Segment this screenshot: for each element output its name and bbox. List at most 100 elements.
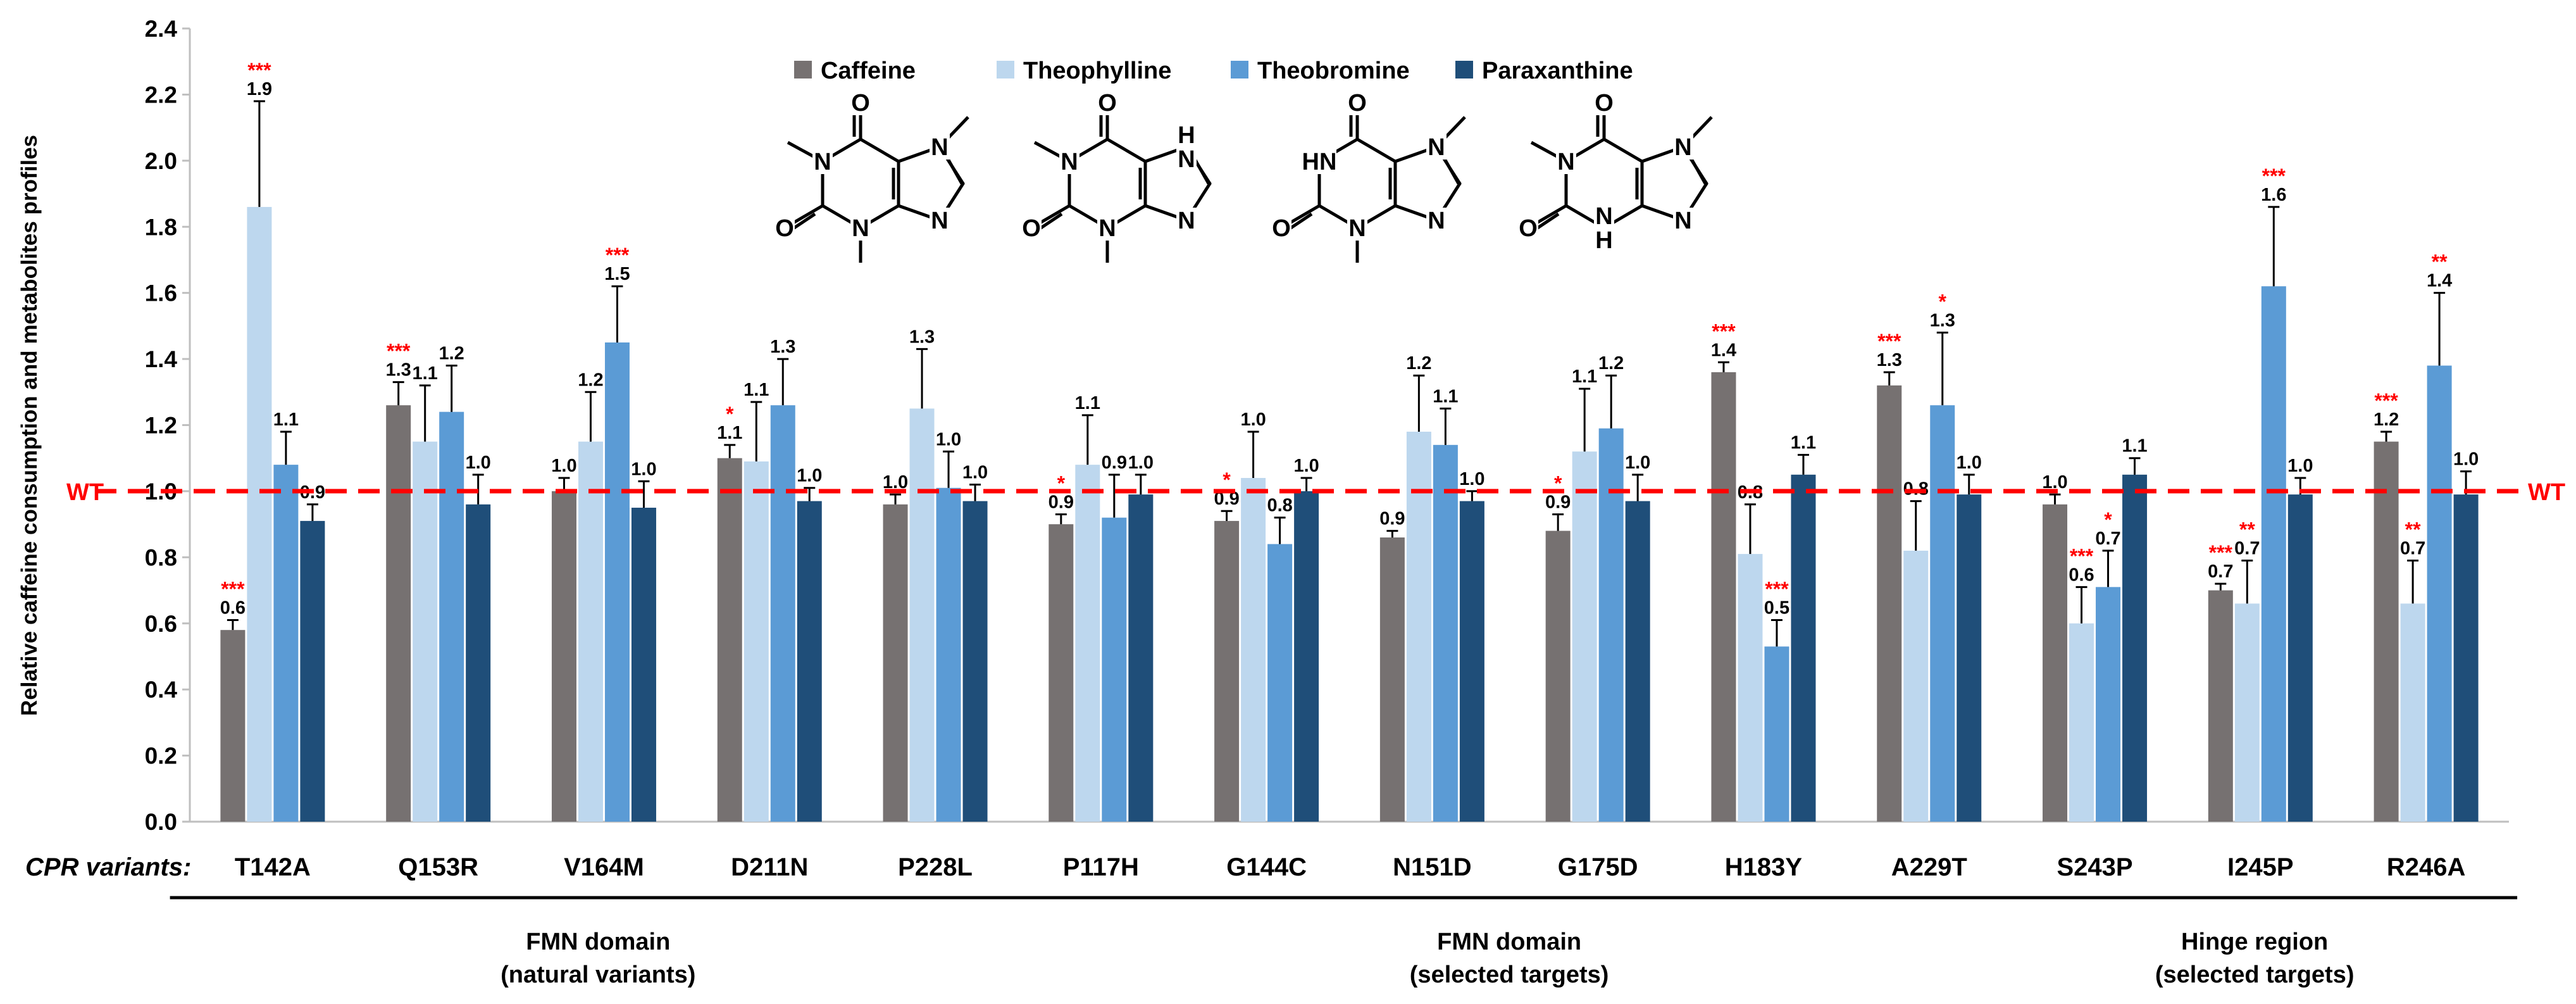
significance-marker: *** (387, 340, 411, 363)
atom-halo (1059, 149, 1080, 174)
data-label: 1.0 (2287, 456, 2313, 476)
atom-halo (1673, 134, 1693, 160)
atom-label: N (1348, 215, 1366, 242)
atom-halo (1271, 215, 1291, 241)
data-label: 1.5 (604, 264, 630, 284)
bar-theophylline-P228L (909, 408, 935, 822)
bar-theophylline-N151D (1406, 431, 1431, 822)
data-label: 1.1 (1075, 393, 1100, 413)
bar-theophylline-R246A (2400, 603, 2425, 822)
bar-paraxanthine-N151D (1459, 501, 1484, 822)
bond (1355, 137, 1397, 163)
bar-caffeine-H183Y (1711, 372, 1736, 822)
bond (859, 137, 900, 163)
group-label: FMN domain (526, 929, 670, 955)
data-label: 0.9 (1545, 492, 1571, 512)
x-category-label: D211N (731, 853, 808, 881)
bar-theobromine-Q153R (439, 411, 464, 822)
y-tick-label: 1.6 (145, 280, 177, 306)
bar-theophylline-S243P (2069, 623, 2094, 822)
significance-marker: * (1223, 468, 1231, 491)
atom-label: O (1098, 90, 1117, 116)
bar-paraxanthine-Q153R (466, 504, 491, 822)
y-tick-label: 2.0 (145, 148, 177, 174)
bar-theobromine-D211N (770, 405, 795, 822)
atom-halo (1594, 203, 1614, 229)
significance-marker: *** (606, 244, 630, 267)
bar-theophylline-V164M (578, 441, 603, 822)
data-label: 1.0 (631, 459, 656, 479)
bar-caffeine-G144C (1214, 520, 1240, 822)
atom-label: N (852, 215, 869, 242)
bar-theobromine-G175D (1598, 428, 1624, 822)
atom-halo (1097, 215, 1117, 241)
bar-paraxanthine-P228L (962, 501, 988, 822)
x-category-label: P117H (1063, 853, 1139, 881)
data-label: 0.8 (1267, 496, 1292, 516)
atom-label: HN (1302, 149, 1337, 175)
x-category-label: G144C (1226, 853, 1307, 881)
x-category-label: R246A (2387, 853, 2466, 881)
bar-theophylline-Q153R (413, 441, 438, 822)
data-label: 1.0 (2453, 449, 2479, 470)
significance-marker: *** (1877, 330, 1901, 353)
data-label: 1.1 (1433, 386, 1458, 406)
x-category-label: T142A (235, 853, 311, 881)
significance-marker: *** (247, 59, 271, 82)
significance-marker: *** (2209, 541, 2233, 564)
atom-halo (930, 134, 950, 160)
legend-swatch-theobromine (1231, 61, 1248, 78)
y-tick-label: 2.4 (145, 16, 178, 42)
data-label: 1.2 (2374, 410, 2399, 430)
bar-caffeine-I245P (2208, 590, 2233, 822)
bar-paraxanthine-G175D (1625, 501, 1650, 822)
data-label: 0.7 (2095, 529, 2120, 549)
data-label: 1.3 (1877, 350, 1902, 370)
y-axis-label: Relative caffeine consumption and metabo… (17, 135, 42, 716)
bar-caffeine-N151D (1379, 537, 1405, 822)
data-label: 0.6 (2069, 565, 2094, 585)
bar-caffeine-V164M (551, 491, 576, 822)
atom-halo (1594, 227, 1614, 253)
legend-label: Theobromine (1257, 58, 1410, 84)
data-label: 0.7 (2400, 539, 2425, 559)
y-tick-label: 0.2 (145, 743, 177, 769)
bars: 0.6***1.3***1.01.1*1.00.9*0.9*0.90.9*1.4… (220, 59, 2479, 822)
atom-label: N (1428, 208, 1445, 234)
legend-label: Caffeine (821, 58, 916, 84)
atom-halo (1426, 208, 1447, 233)
bar-paraxanthine-P117H (1128, 494, 1154, 822)
group-label: FMN domain (1437, 929, 1581, 955)
y-tick-label: 0.6 (145, 611, 177, 637)
atom-label: N (1595, 203, 1612, 230)
x-category-label: H183Y (1725, 853, 1803, 881)
data-label: 1.0 (936, 429, 961, 449)
atom-label: N (1178, 146, 1195, 173)
data-label: 1.0 (1957, 453, 1982, 473)
data-label: 1.3 (770, 337, 795, 357)
bar-caffeine-P228L (883, 504, 908, 822)
bar-theophylline-D211N (744, 461, 769, 822)
atom-halo (812, 149, 833, 174)
y-tick-label: 1.2 (145, 413, 177, 439)
legend-swatch-theophylline (997, 61, 1014, 78)
bar-theophylline-G144C (1241, 478, 1266, 822)
atom-halo (1518, 215, 1538, 241)
data-label: 1.3 (909, 327, 935, 347)
data-label: 1.0 (551, 456, 576, 476)
atom-label: N (1557, 149, 1574, 175)
axes (189, 28, 2509, 823)
atom-halo (1673, 208, 1693, 233)
data-label: 1.0 (1459, 469, 1484, 489)
data-label: 0.7 (2208, 562, 2233, 582)
x-category-label: N151D (1393, 853, 1472, 881)
atom-label: O (1348, 90, 1367, 116)
y-tick-label: 1.4 (145, 346, 178, 372)
group-sublabel: (selected targets) (2155, 962, 2355, 988)
bar-paraxanthine-I245P (2287, 494, 2313, 822)
bar-paraxanthine-V164M (631, 508, 656, 822)
atom-halo (1176, 208, 1197, 233)
bar-theophylline-H183Y (1738, 554, 1763, 822)
